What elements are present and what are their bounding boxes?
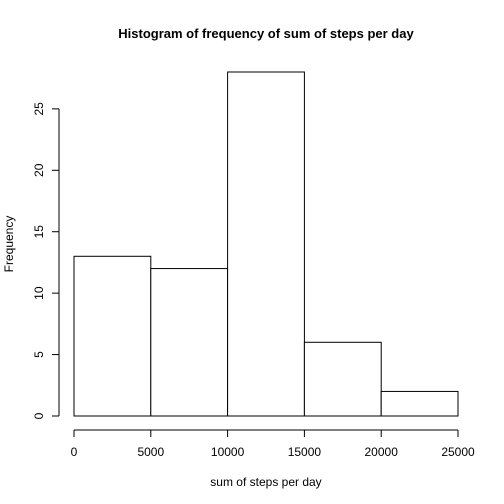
y-tick-label-2: 10 [32,286,46,300]
y-tick-label-1: 5 [32,351,46,358]
y-axis-label: Frequency [2,216,16,273]
y-tick-label-5: 25 [32,102,46,116]
y-tick-label-4: 20 [32,163,46,177]
chart-title: Histogram of frequency of sum of steps p… [118,26,414,41]
x-tick-label-1: 5000 [137,445,164,459]
x-tick-label-4: 20000 [365,445,399,459]
x-tick-label-0: 0 [71,445,78,459]
histogram-bar-0 [73,255,152,417]
histogram-bar-2 [227,71,305,417]
y-axis: 0 5 10 15 20 25 [32,102,60,419]
x-tick-label-5: 25000 [441,445,475,459]
y-tick-label-3: 15 [32,225,46,239]
histogram-bar-1 [150,268,229,417]
x-axis: 0 5000 10000 15000 20000 25000 [71,429,475,459]
bars-group [73,71,459,417]
x-axis-label: sum of steps per day [210,475,321,489]
y-tick-label-0: 0 [32,412,46,419]
x-tick-label-3: 15000 [288,445,322,459]
histogram-bar-3 [303,341,382,417]
x-tick-label-2: 10000 [211,445,245,459]
histogram-bar-4 [380,390,459,417]
